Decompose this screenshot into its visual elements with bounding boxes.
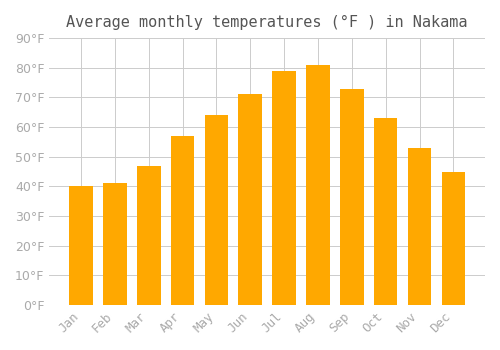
Bar xyxy=(306,65,330,305)
Bar xyxy=(374,118,398,305)
Title: Average monthly temperatures (°F ) in Nakama: Average monthly temperatures (°F ) in Na… xyxy=(66,15,468,30)
Bar xyxy=(340,89,363,305)
Bar xyxy=(69,187,93,305)
Bar xyxy=(238,94,262,305)
Bar xyxy=(170,136,194,305)
Bar xyxy=(408,148,432,305)
Bar xyxy=(272,71,296,305)
Bar xyxy=(442,172,465,305)
Bar xyxy=(137,166,160,305)
Bar xyxy=(103,183,126,305)
Bar xyxy=(204,115,229,305)
